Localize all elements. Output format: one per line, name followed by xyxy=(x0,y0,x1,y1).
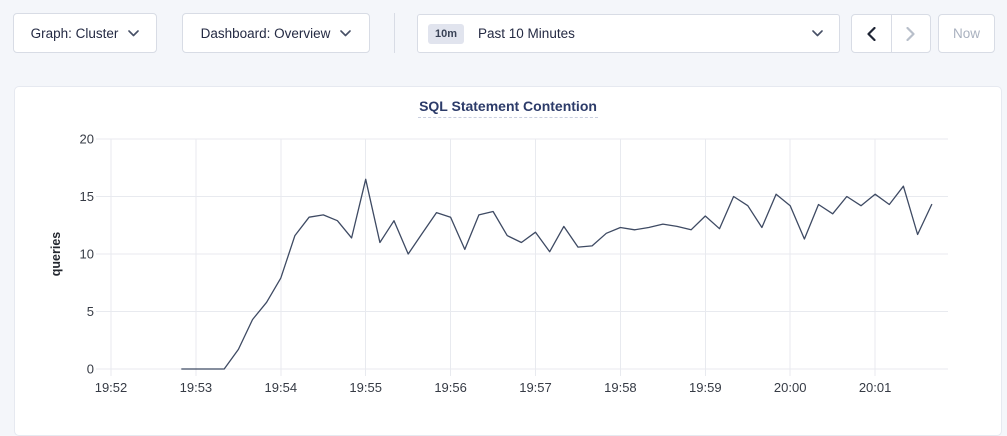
chevron-down-icon xyxy=(128,29,140,36)
chevron-down-icon xyxy=(812,30,823,37)
chevron-right-icon xyxy=(906,26,915,41)
previous-time-window-button[interactable] xyxy=(852,15,891,52)
time-step-button-group xyxy=(851,14,931,53)
now-button-label: Now xyxy=(952,26,980,41)
now-button[interactable]: Now xyxy=(938,14,995,53)
contention-chart[interactable]: 0 5 10 15 20 19:52 19:53 19:54 19:55 19:56 19:57 19… xyxy=(15,87,1003,433)
svg-text:19:53: 19:53 xyxy=(180,380,213,395)
next-time-window-button[interactable] xyxy=(890,15,931,52)
chart-title[interactable]: SQL Statement Contention xyxy=(418,98,598,118)
svg-text:15: 15 xyxy=(80,189,94,204)
svg-text:19:58: 19:58 xyxy=(604,380,637,395)
graph-dropdown-label: Graph: Cluster xyxy=(30,25,119,41)
svg-text:0: 0 xyxy=(87,362,94,377)
dashboard-dropdown-label: Dashboard: Overview xyxy=(200,25,331,41)
chevron-down-icon xyxy=(340,29,352,36)
svg-text:19:59: 19:59 xyxy=(689,380,722,395)
svg-text:19:56: 19:56 xyxy=(434,380,467,395)
svg-text:10: 10 xyxy=(80,247,94,262)
chevron-left-icon xyxy=(867,26,876,41)
graph-dropdown[interactable]: Graph: Cluster xyxy=(13,13,157,53)
toolbar-divider xyxy=(394,13,395,53)
svg-text:20:01: 20:01 xyxy=(859,380,892,395)
dashboard-dropdown[interactable]: Dashboard: Overview xyxy=(182,13,370,53)
svg-text:19:57: 19:57 xyxy=(519,380,552,395)
svg-text:19:55: 19:55 xyxy=(349,380,382,395)
time-window-badge: 10m xyxy=(428,23,465,44)
time-window-label: Past 10 Minutes xyxy=(478,26,575,41)
svg-text:5: 5 xyxy=(87,304,94,319)
chart-card: SQL Statement Contention 0 5 10 15 20 19:52 19… xyxy=(14,86,1002,436)
svg-text:20: 20 xyxy=(80,132,94,147)
y-axis-label: queries xyxy=(49,231,63,277)
svg-text:19:54: 19:54 xyxy=(265,380,298,395)
time-range-picker[interactable]: 10m Past 10 Minutes xyxy=(417,14,840,53)
svg-text:19:52: 19:52 xyxy=(95,380,128,395)
svg-text:20:00: 20:00 xyxy=(774,380,807,395)
